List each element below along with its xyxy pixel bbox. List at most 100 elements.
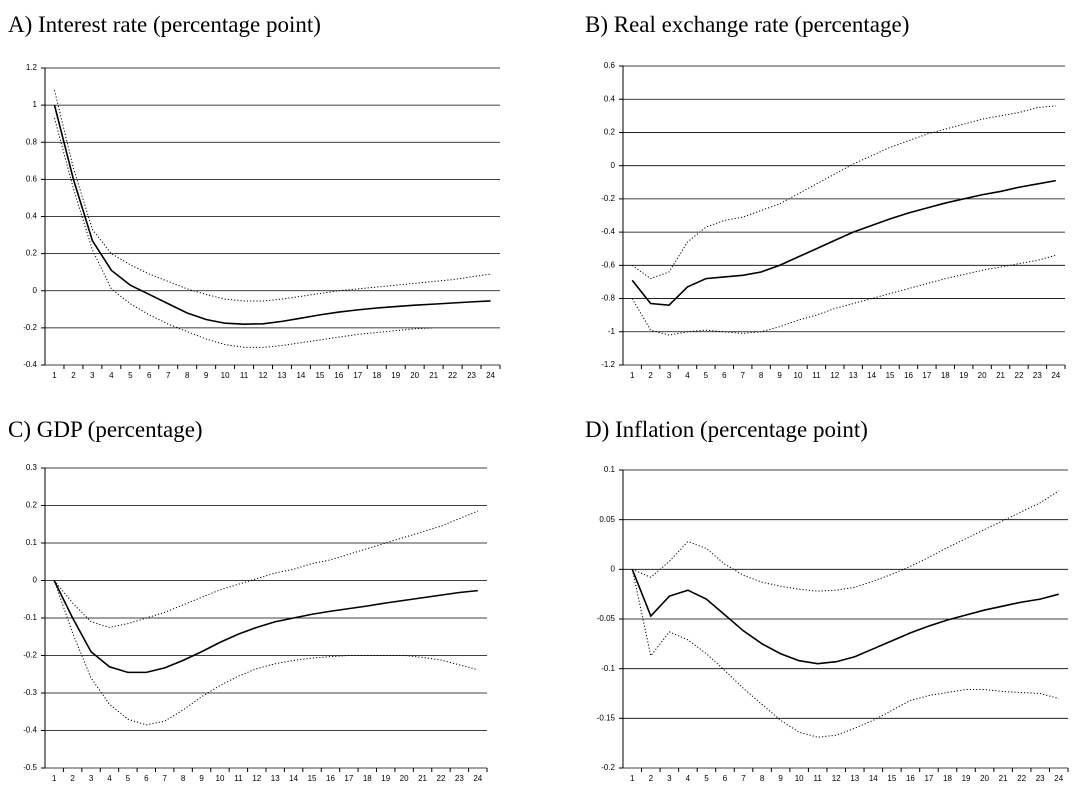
y-tick-label: -0.5 (23, 763, 37, 772)
x-tick-label: 17 (344, 774, 353, 783)
y-tick-label: 0.4 (604, 94, 616, 103)
x-tick-label: 21 (999, 774, 1008, 783)
y-tick-label: -0.3 (23, 688, 37, 697)
series-line (631, 105, 1056, 280)
x-tick-label: 11 (812, 371, 821, 380)
x-tick-label: 21 (996, 371, 1005, 380)
y-tick-label: 0.05 (599, 515, 615, 524)
x-tick-label: 14 (296, 371, 305, 380)
x-tick-label: 1 (52, 774, 57, 783)
x-tick-label: 16 (904, 371, 913, 380)
y-tick-label: 0 (33, 576, 38, 585)
x-tick-label: 8 (759, 371, 764, 380)
x-tick-label: 22 (1017, 774, 1026, 783)
x-tick-label: 22 (448, 371, 457, 380)
x-tick-label: 1 (52, 371, 57, 380)
panel-title: D) Inflation (percentage point) (585, 417, 868, 442)
x-tick-label: 19 (391, 371, 400, 380)
x-tick-label: 11 (240, 371, 249, 380)
y-tick-label: 1 (33, 100, 38, 109)
x-tick-label: 5 (128, 371, 133, 380)
x-tick-label: 12 (259, 371, 268, 380)
y-tick-label: -0.2 (23, 323, 37, 332)
y-tick-label: 0.2 (604, 128, 616, 137)
x-tick-label: 4 (109, 371, 114, 380)
x-tick-label: 24 (486, 371, 495, 380)
x-tick-label: 18 (941, 371, 950, 380)
x-tick-label: 11 (814, 774, 823, 783)
series-line (631, 254, 1056, 336)
x-tick-label: 12 (252, 774, 261, 783)
x-tick-label: 14 (869, 774, 878, 783)
x-tick-label: 23 (1033, 371, 1042, 380)
series-line (631, 569, 1059, 665)
series-line (53, 117, 434, 348)
series-line (53, 90, 491, 302)
x-tick-label: 20 (978, 371, 987, 380)
y-tick-label: -1.2 (601, 360, 615, 369)
x-tick-label: 8 (185, 371, 190, 380)
x-tick-label: 5 (704, 774, 709, 783)
y-tick-label: 0.1 (604, 465, 616, 474)
x-tick-label: 11 (234, 774, 243, 783)
x-tick-label: 16 (906, 774, 915, 783)
x-tick-label: 22 (1015, 371, 1024, 380)
panel-title: C) GDP (percentage) (8, 417, 203, 442)
x-tick-label: 3 (90, 371, 95, 380)
y-tick-label: -0.6 (601, 260, 615, 269)
x-tick-label: 6 (723, 774, 728, 783)
x-tick-label: 19 (381, 774, 390, 783)
x-tick-label: 3 (89, 774, 94, 783)
x-tick-label: 17 (353, 371, 362, 380)
x-tick-label: 18 (363, 774, 372, 783)
x-tick-label: 17 (922, 371, 931, 380)
x-tick-label: 2 (70, 774, 75, 783)
x-tick-label: 5 (704, 371, 709, 380)
series-line (632, 490, 1060, 592)
y-tick-label: -0.2 (601, 194, 615, 203)
y-tick-label: 0.6 (604, 61, 616, 70)
y-tick-label: -0.2 (601, 763, 615, 772)
series-line (53, 510, 478, 628)
x-tick-label: 5 (126, 774, 131, 783)
series-line (53, 580, 478, 726)
x-tick-label: 22 (437, 774, 446, 783)
y-tick-label: 0.4 (26, 212, 38, 221)
x-tick-label: 17 (924, 774, 933, 783)
y-tick-label: 0 (611, 161, 616, 170)
x-tick-label: 9 (778, 774, 783, 783)
y-tick-label: -0.1 (23, 613, 37, 622)
x-tick-label: 24 (473, 774, 482, 783)
x-tick-label: 6 (147, 371, 152, 380)
x-tick-label: 4 (686, 774, 691, 783)
x-tick-label: 24 (1051, 371, 1060, 380)
x-tick-label: 16 (326, 774, 335, 783)
x-tick-label: 15 (315, 371, 324, 380)
x-tick-label: 10 (795, 774, 804, 783)
y-tick-label: 0.8 (26, 137, 38, 146)
y-tick-label: 1.2 (26, 63, 38, 72)
x-tick-label: 9 (199, 774, 204, 783)
x-tick-label: 7 (162, 774, 167, 783)
x-tick-label: 7 (741, 774, 746, 783)
x-tick-label: 21 (429, 371, 438, 380)
x-tick-label: 8 (181, 774, 186, 783)
x-tick-label: 20 (400, 774, 409, 783)
x-tick-label: 23 (1036, 774, 1045, 783)
x-tick-label: 14 (289, 774, 298, 783)
x-tick-label: 13 (278, 371, 287, 380)
x-tick-label: 24 (1054, 774, 1063, 783)
x-tick-label: 9 (777, 371, 782, 380)
y-tick-label: -0.8 (601, 294, 615, 303)
x-tick-label: 19 (959, 371, 968, 380)
x-tick-label: 12 (832, 774, 841, 783)
x-tick-label: 7 (166, 371, 171, 380)
panel-title: B) Real exchange rate (percentage) (585, 12, 909, 37)
panel-title: A) Interest rate (percentage point) (8, 12, 321, 37)
x-tick-label: 15 (886, 371, 895, 380)
x-tick-label: 10 (221, 371, 230, 380)
x-tick-label: 12 (830, 371, 839, 380)
x-tick-label: 18 (372, 371, 381, 380)
x-tick-label: 2 (648, 371, 653, 380)
